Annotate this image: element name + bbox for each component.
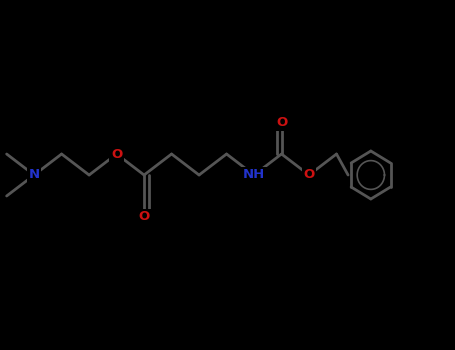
Text: NH: NH: [243, 168, 265, 182]
Text: N: N: [29, 168, 40, 182]
Text: O: O: [276, 117, 287, 130]
Text: O: O: [138, 210, 150, 224]
Text: O: O: [303, 168, 315, 182]
Text: O: O: [111, 147, 122, 161]
